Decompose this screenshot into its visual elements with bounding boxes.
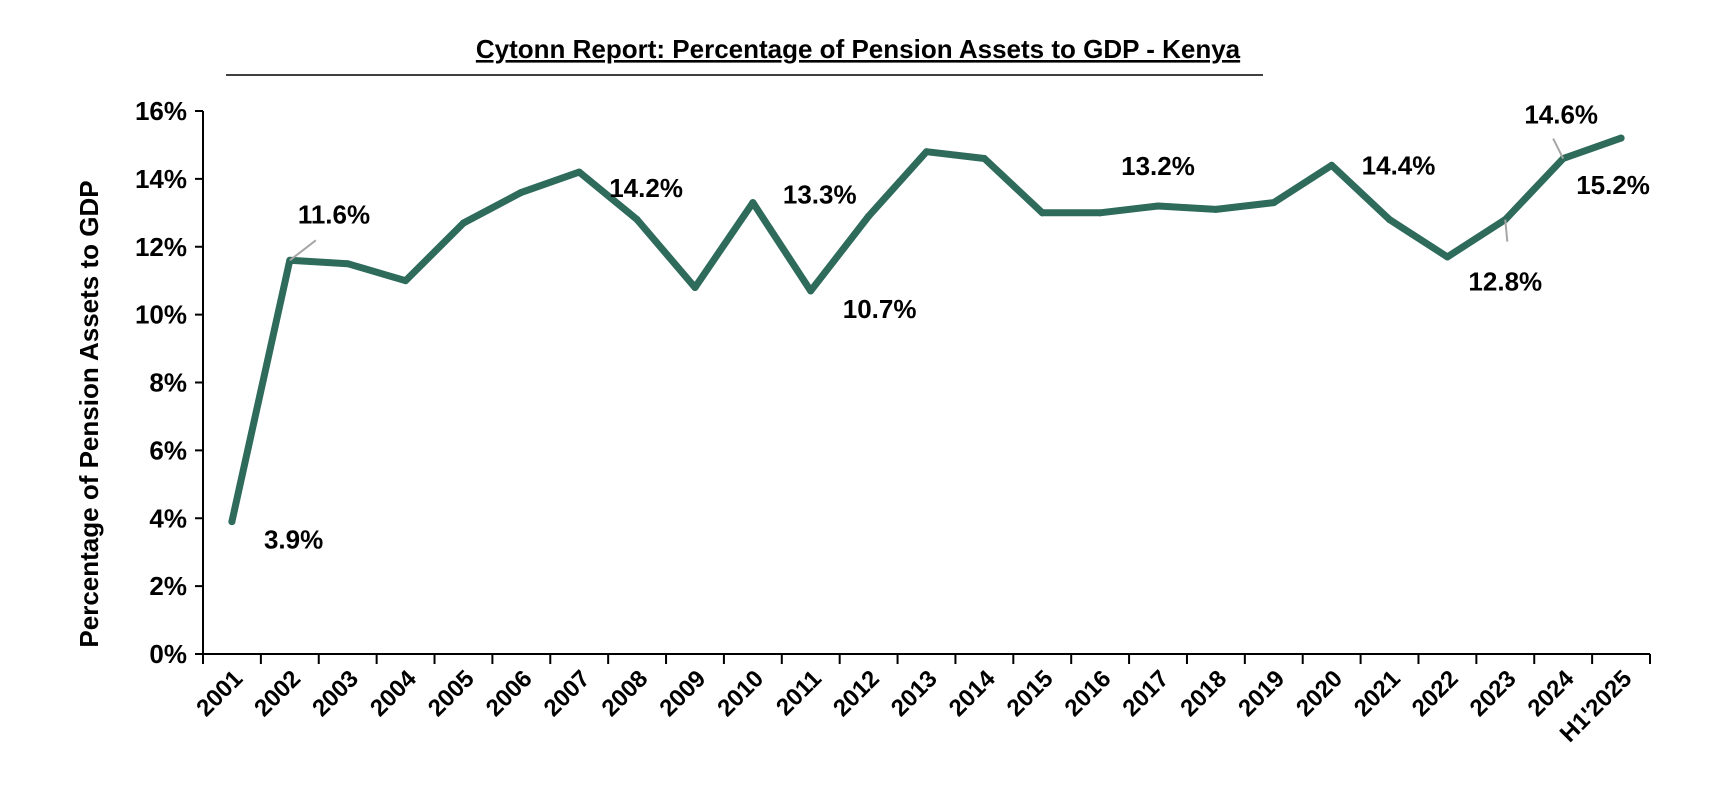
x-tick-label: 2008	[596, 665, 653, 722]
x-tick-label: 2017	[1117, 665, 1174, 722]
data-point	[691, 283, 699, 291]
y-tick-label: 4%	[149, 503, 187, 533]
data-point	[1386, 216, 1394, 224]
data-point	[865, 212, 873, 220]
data-label: 13.2%	[1121, 151, 1195, 181]
data-point	[807, 287, 815, 295]
data-point	[923, 148, 930, 156]
x-tick-label: 2020	[1291, 665, 1348, 722]
data-label: 12.8%	[1468, 267, 1542, 297]
data-point	[633, 216, 641, 224]
data-point	[344, 260, 352, 268]
data-point	[1212, 205, 1220, 213]
axes	[202, 111, 1650, 655]
data-label: 13.3%	[783, 180, 857, 210]
data-point	[517, 188, 525, 196]
x-tick-label: 2005	[423, 665, 480, 722]
data-point	[1443, 253, 1451, 261]
data-label: 10.7%	[843, 294, 917, 324]
data-point	[228, 518, 236, 526]
x-tick-label: 2010	[712, 665, 769, 722]
data-point	[1096, 209, 1104, 217]
data-labels: 3.9% 11.6% 14.2% 13.3% 10.7% 13.2% 14.4% 12.8% 1…	[264, 100, 1650, 555]
x-tick-label: 2002	[249, 665, 306, 722]
y-tick-label: 14%	[135, 164, 187, 194]
x-tick-label: 2015	[1002, 665, 1059, 722]
data-point	[980, 155, 988, 163]
x-tick-label: 2016	[1060, 665, 1117, 722]
x-tick-label: 2018	[1175, 665, 1232, 722]
data-label-leader	[1552, 138, 1565, 159]
y-tick-label: 12%	[135, 232, 187, 262]
data-point	[1038, 209, 1046, 217]
y-tick-label: 2%	[149, 571, 187, 601]
y-ticks: 0% 2% 4% 6% 8% 10% 12% 14% 16%	[135, 96, 203, 669]
data-label: 14.6%	[1524, 100, 1598, 130]
x-tick-label: 2014	[944, 665, 1001, 722]
y-tick-label: 6%	[149, 435, 187, 465]
x-tick-label: 2001	[191, 665, 248, 722]
data-label: 14.2%	[609, 173, 683, 203]
x-tick-label: 2009	[654, 665, 711, 722]
data-label: 15.2%	[1576, 170, 1650, 200]
data-label-leader	[289, 239, 317, 262]
data-point	[1617, 134, 1625, 142]
data-point	[749, 199, 757, 207]
y-tick-label: 16%	[135, 96, 187, 126]
y-tick-label: 0%	[149, 639, 187, 669]
data-point	[402, 277, 410, 285]
x-tick-label: 2012	[828, 665, 885, 722]
chart-title: Cytonn Report: Percentage of Pension Ass…	[476, 34, 1241, 64]
data-label-leader	[1504, 219, 1509, 242]
data-point	[1270, 199, 1278, 207]
x-tick-label: 2023	[1465, 665, 1522, 722]
x-tick-label: 2011	[771, 665, 827, 721]
x-tick-label: 2022	[1407, 665, 1464, 722]
series-line	[228, 134, 1625, 526]
x-tick-label: 2007	[539, 665, 596, 722]
data-point	[1154, 202, 1162, 210]
x-tick-label: 2019	[1233, 665, 1290, 722]
x-tick-label: 2004	[365, 665, 422, 722]
y-axis-label: Percentage of Pension Assets to GDP	[74, 180, 104, 647]
x-tick-label: 2013	[886, 665, 943, 722]
x-ticks: 2001 2002 2003 2004 2005 2006 2007 2008 2009 2010…	[191, 654, 1651, 748]
data-point	[459, 219, 467, 227]
y-tick-label: 8%	[149, 368, 187, 398]
series	[228, 134, 1625, 526]
y-tick-label: 10%	[135, 300, 187, 330]
data-label: 11.6%	[298, 199, 370, 229]
data-label: 14.4%	[1362, 150, 1436, 180]
data-label: 3.9%	[264, 525, 323, 555]
data-point	[1328, 161, 1336, 169]
x-tick-label: 2003	[307, 665, 364, 722]
x-tick-label: 2006	[481, 665, 538, 722]
x-tick-label: 2021	[1349, 665, 1406, 722]
data-point	[575, 168, 583, 176]
